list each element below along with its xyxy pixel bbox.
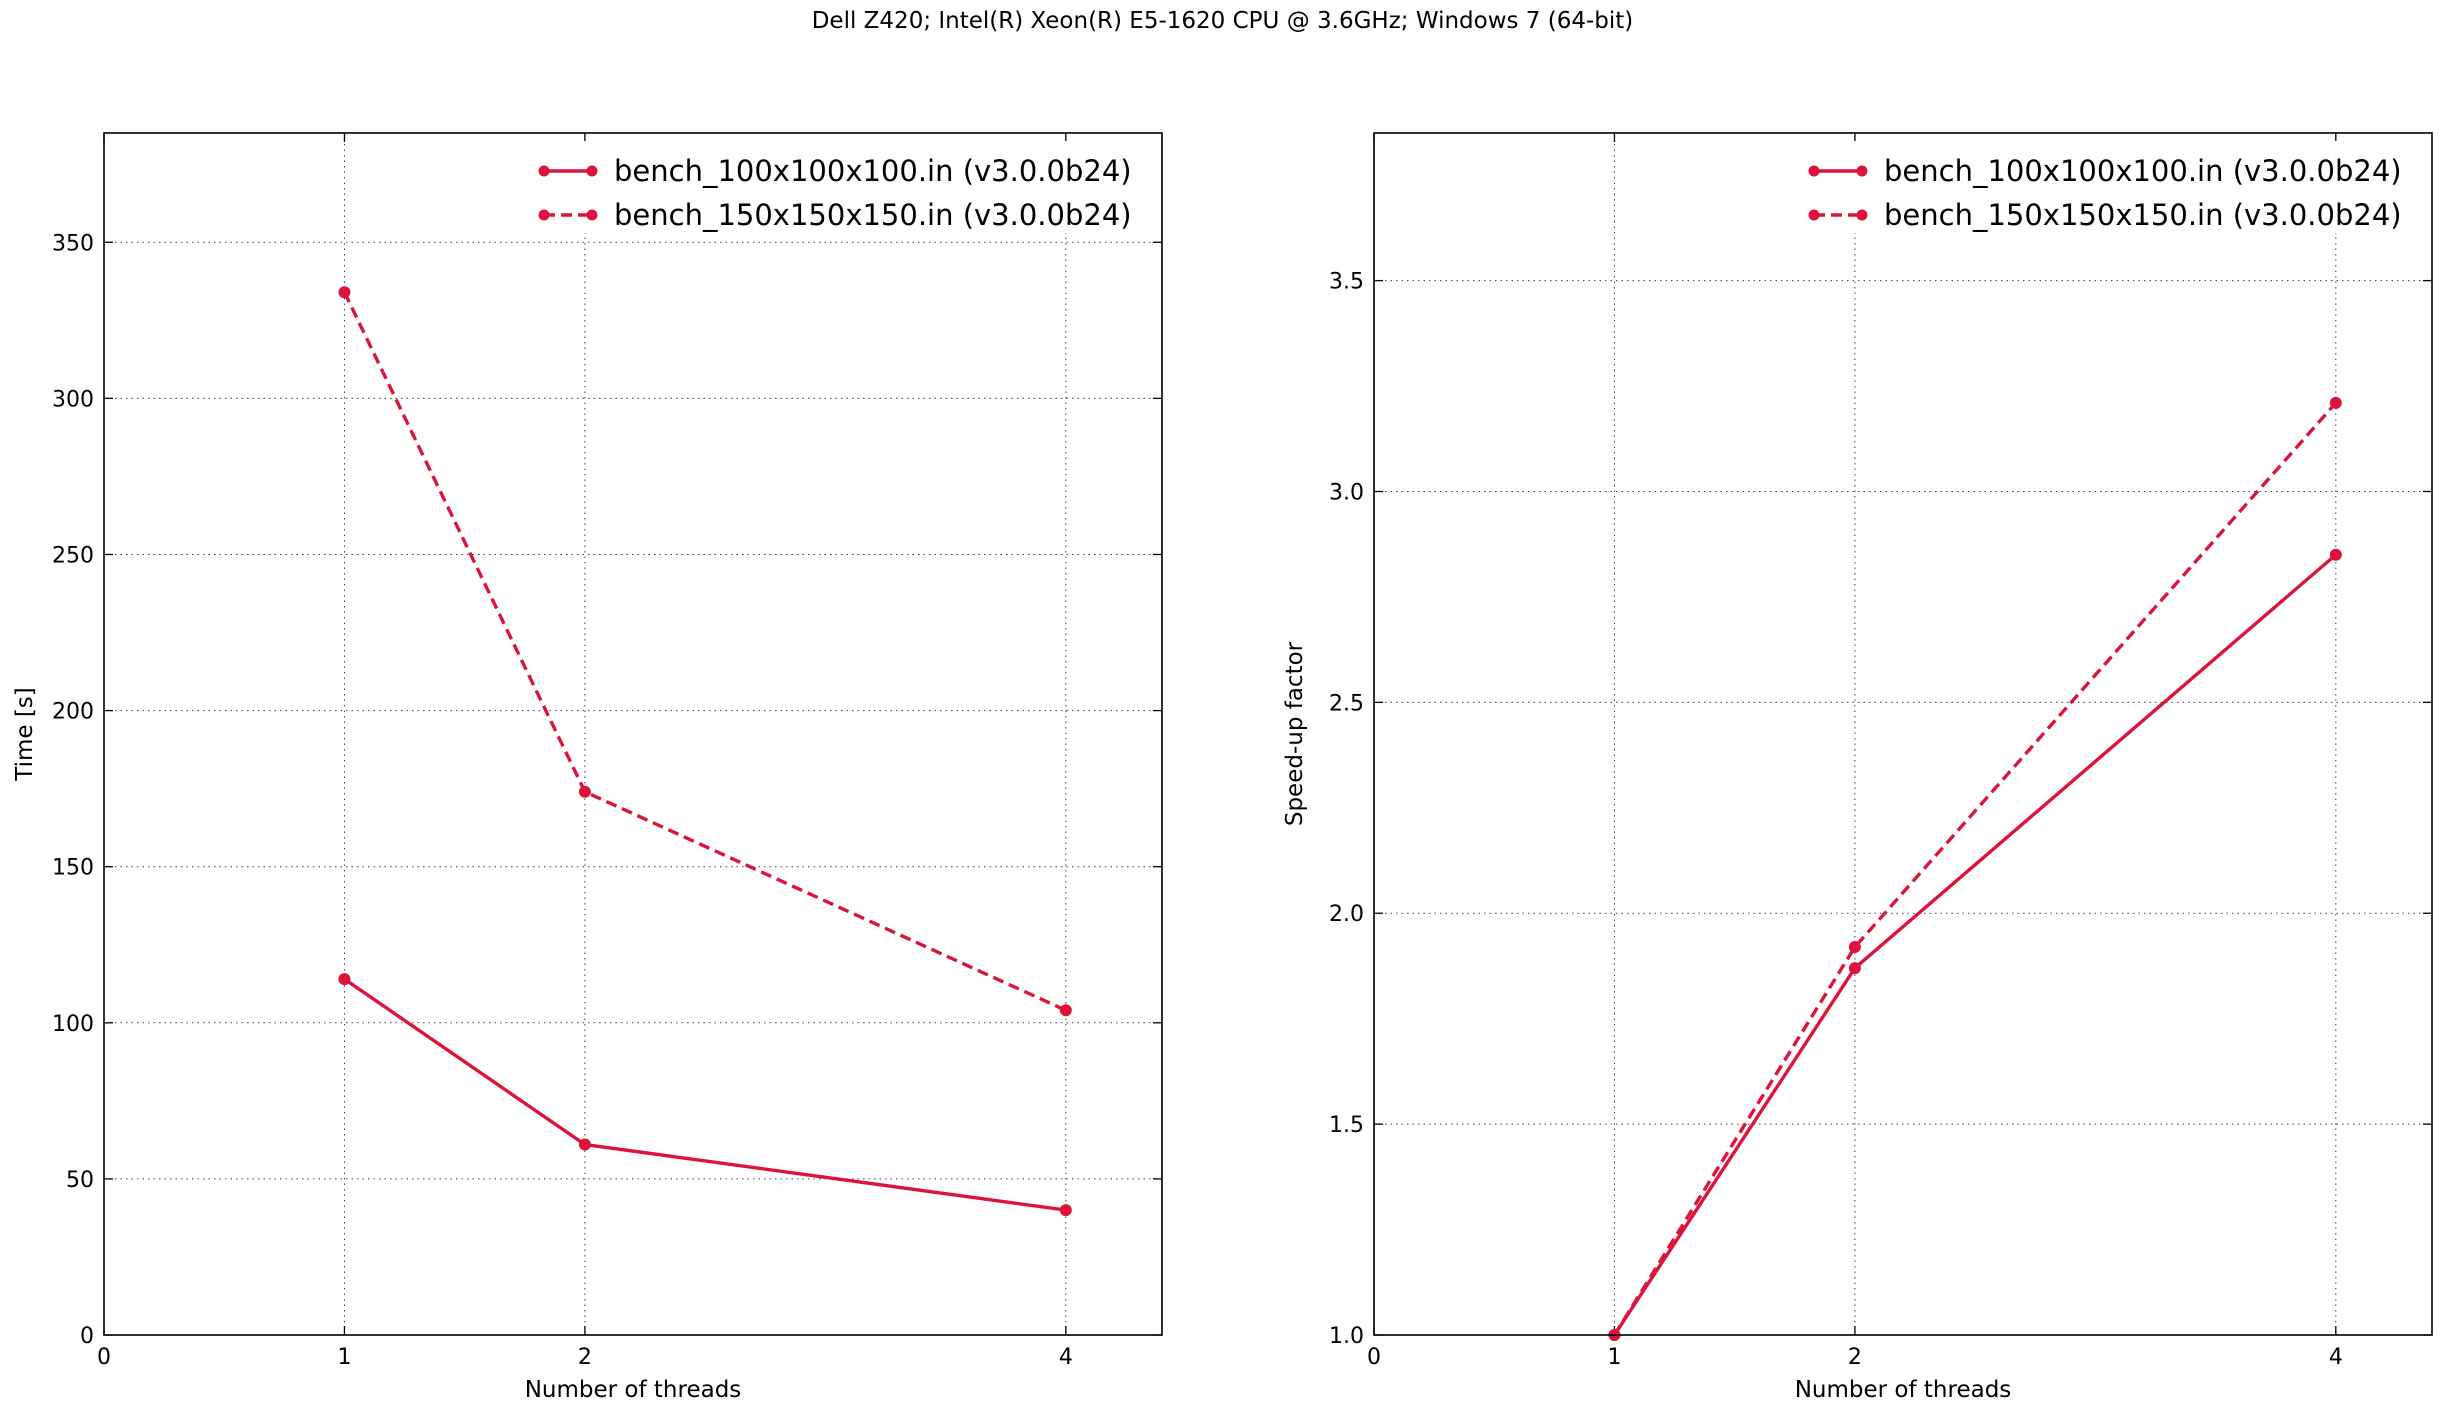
legend-marker xyxy=(1808,209,1820,221)
series-1-point xyxy=(1059,1204,1072,1217)
y-tick-label: 250 xyxy=(52,543,94,568)
series-2-point xyxy=(1059,1004,1072,1017)
series-2-point xyxy=(578,785,591,798)
plot-frame xyxy=(1373,132,2433,1336)
time-chart-panel: 0 1 2 4 0 50 100 150 200 250 300 350 Number of threa… xyxy=(12,132,1163,1403)
x-axis-label: Number of threads xyxy=(1795,1377,2012,1403)
y-tick-label: 1.5 xyxy=(1329,1113,1364,1138)
plot-frame xyxy=(103,132,1163,1336)
figure-title: Dell Z420; Intel(R) Xeon(R) E5-1620 CPU … xyxy=(811,8,1634,34)
legend-marker xyxy=(538,165,550,177)
legend-marker xyxy=(1856,165,1868,177)
series-2-point xyxy=(338,286,351,299)
legend-marker xyxy=(1808,165,1820,177)
y-axis-label: Speed-up factor xyxy=(1282,641,1308,826)
series-line-2 xyxy=(1613,401,2338,1336)
x-tick-label: 4 xyxy=(1059,1345,1073,1370)
legend-marker xyxy=(538,209,550,221)
series-2-point xyxy=(1848,940,1861,953)
y-tick-label: 3.5 xyxy=(1329,270,1364,295)
y-tick-label: 1.0 xyxy=(1329,1324,1364,1349)
y-tick-label: 2.5 xyxy=(1329,691,1364,716)
y-tick-label: 150 xyxy=(52,856,94,881)
y-tick-label: 200 xyxy=(52,700,94,725)
series-2-point xyxy=(2329,396,2342,409)
series-1-point xyxy=(2329,548,2342,561)
x-tick-label: 1 xyxy=(337,1345,351,1370)
y-tick-label: 3.0 xyxy=(1329,480,1364,505)
legend-label-2: bench_150x150x150.in (v3.0.0b24) xyxy=(1884,198,2402,232)
series-line-1 xyxy=(1613,553,2337,1336)
x-axis-label: Number of threads xyxy=(525,1377,742,1403)
speedup-chart-panel: 0 1 2 4 1.0 1.5 2.0 2.5 3.0 3.5 Number of threads S… xyxy=(1282,132,2433,1403)
x-tick-label: 0 xyxy=(1367,1345,1381,1370)
x-tick-label: 1 xyxy=(1607,1345,1621,1370)
x-tick-label: 4 xyxy=(2329,1345,2343,1370)
legend-box xyxy=(1792,141,2422,233)
y-tick-label: 100 xyxy=(52,1012,94,1037)
x-tick-label: 2 xyxy=(578,1345,592,1370)
y-axis-label: Time [s] xyxy=(12,687,38,782)
x-tick-label: 0 xyxy=(97,1345,111,1370)
series-line-1 xyxy=(343,977,1067,1212)
legend-label-1: bench_100x100x100.in (v3.0.0b24) xyxy=(1884,154,2402,188)
y-tick-label: 0 xyxy=(80,1324,94,1349)
x-tick-label: 2 xyxy=(1848,1345,1862,1370)
series-1-point xyxy=(338,973,351,986)
y-tick-label: 350 xyxy=(52,231,94,256)
y-tick-label: 300 xyxy=(52,387,94,412)
y-tick-label: 2.0 xyxy=(1329,902,1364,927)
legend-box xyxy=(522,141,1152,233)
legend-marker xyxy=(1856,209,1868,221)
legend-marker xyxy=(586,209,598,221)
legend-label-1: bench_100x100x100.in (v3.0.0b24) xyxy=(614,154,1132,188)
y-tick-label: 50 xyxy=(66,1168,94,1193)
series-1-point xyxy=(1848,962,1861,975)
series-line-2 xyxy=(342,291,1067,1012)
legend-label-2: bench_150x150x150.in (v3.0.0b24) xyxy=(614,198,1132,232)
legend-marker xyxy=(586,165,598,177)
series-1-point xyxy=(578,1138,591,1151)
